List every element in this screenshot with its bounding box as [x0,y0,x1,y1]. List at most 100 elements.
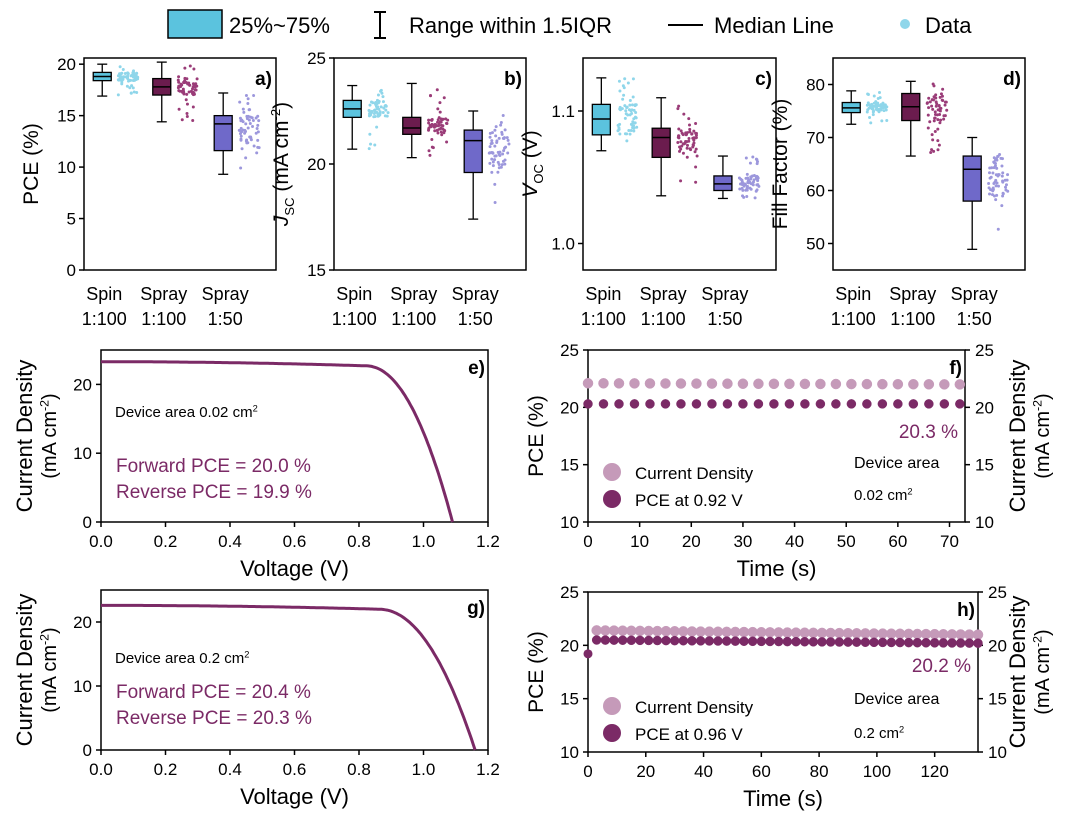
data-dot [694,122,698,126]
panel-f-ytick-right-label: 10 [975,513,994,532]
panel-h-xtick-label: 20 [636,762,655,781]
series-0 [591,625,984,640]
data-dot [488,135,492,139]
data-dot [685,155,689,159]
panel-h-ytick-label: 10 [560,743,579,762]
data-dot [739,177,743,181]
series-point [938,638,949,648]
series-point [739,636,749,646]
data-dot [744,156,748,160]
series-point [800,399,810,409]
panel-a-category-line2: 1:50 [208,309,243,329]
panel-e-xtick-label: 0.2 [154,532,178,551]
panel-c-category-line1: Spray [640,284,687,304]
panel-c-ylabel: VOC​ (V) [519,130,546,197]
data-dot [756,175,760,179]
data-dot [878,107,882,111]
series-point [769,399,779,409]
box-dots [367,88,390,151]
panel-c-label: c) [755,69,772,90]
data-dot [442,131,446,135]
panel-h-value: 20.2 % [912,656,971,677]
data-dot [439,126,443,130]
data-dot [1000,164,1004,168]
data-dot [932,84,936,88]
legend-median-label: Median Line [714,13,834,38]
data-dot [866,92,870,96]
data-dot [680,144,684,148]
panel-b-ylabel: JSC​ (mA cm-2​) [268,102,297,227]
panel-h-ytick-right-label: 15 [988,690,1007,709]
data-dot [676,107,680,111]
panel-c-ytick-label: 1.1 [551,102,575,121]
data-dot [996,184,1000,188]
data-dot [376,93,380,97]
series-point [831,399,841,409]
data-dot [677,134,681,138]
series-point [908,379,919,390]
series-point [908,399,919,409]
data-dot [938,106,942,110]
panel-h-ytick-right-label: 20 [988,636,1007,655]
panel-g-area-text: Device area 0.2 cm2​ [115,649,249,667]
data-dot [629,128,633,132]
data-dot [377,99,381,103]
data-dot [257,119,261,123]
data-dot [368,132,372,136]
box-dots [237,94,261,170]
panel-h-xtick-label: 60 [752,762,771,781]
data-dot [440,117,444,121]
data-dot [491,164,495,168]
panel-a-category-line1: Spray [202,284,249,304]
panel-f-label: f) [949,358,962,379]
data-dot [679,147,683,151]
panel-f-legend-light-marker [603,463,621,481]
data-dot [989,175,993,179]
data-dot [623,77,627,81]
data-dot [934,96,938,100]
data-dot [429,125,433,129]
data-dot [184,98,188,102]
data-dot [938,121,942,125]
legend: 25%~75% Range within 1.5IQR Median Line … [167,9,972,39]
panel-f-xtick-label: 60 [888,532,907,551]
series-point [629,399,640,409]
box-1 [901,80,949,157]
panel-d-frame [832,57,1026,271]
data-dot [681,142,685,146]
series-point [862,399,872,409]
data-dot [987,181,991,185]
panel-g-xtick-label: 0.0 [89,760,113,779]
series-point [851,637,862,647]
data-dot [941,87,945,91]
data-dot [506,151,510,155]
data-dot [878,96,882,100]
data-dot [1000,174,1004,178]
data-dot [677,104,681,108]
data-dot [434,124,438,128]
series-point [676,399,686,409]
data-dot [749,187,753,191]
data-dot [925,101,929,105]
data-dot [244,122,248,126]
panel-d-ytick-label: 60 [806,182,825,201]
data-dot [743,182,747,186]
box-dots [116,65,140,97]
panel-f-xtick-label: 20 [682,532,701,551]
box-iqr [651,127,671,159]
box-2 [713,155,761,200]
data-dot [185,77,189,81]
data-dot [135,71,139,75]
panel-c-category-line2: 1:50 [707,309,742,329]
panel-c-category-line2: 1:100 [641,309,686,329]
series-0 [582,378,966,390]
data-dot [507,142,511,146]
series-point [645,399,655,409]
box-0 [342,84,390,151]
box-dots [616,77,639,143]
panel-h-ytick-label: 15 [560,690,579,709]
data-dot [367,147,371,151]
series-point [921,638,931,648]
data-dot [934,100,938,104]
legend-range-label: Range within 1.5IQR [409,13,612,38]
